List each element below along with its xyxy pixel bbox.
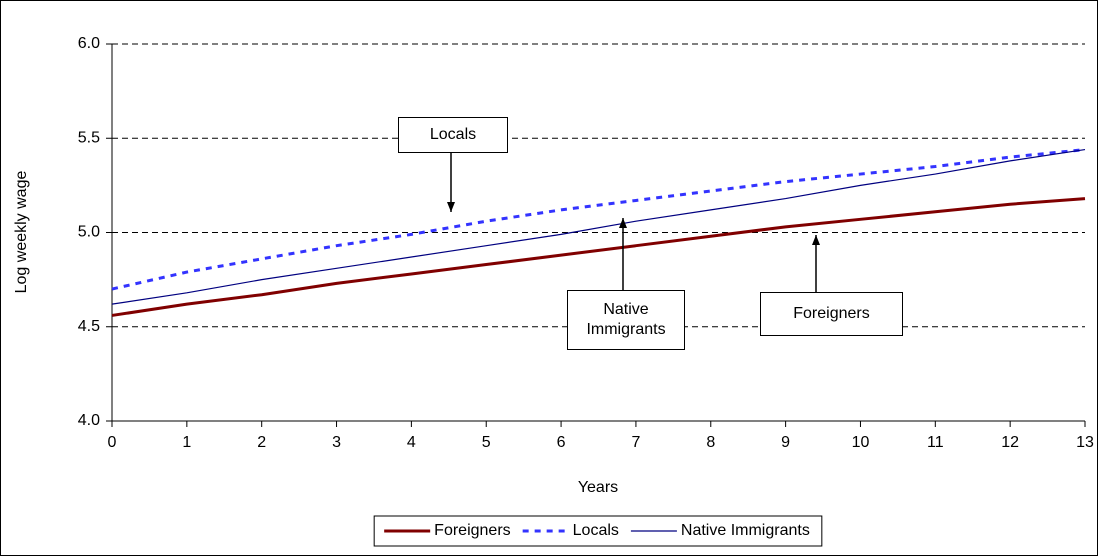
x-tick-label: 9	[781, 434, 790, 451]
x-tick-label: 3	[332, 434, 341, 451]
x-tick-label: 11	[927, 434, 944, 451]
annotation-arrowhead	[447, 202, 455, 212]
y-axis-label: Log weekly wage	[13, 171, 30, 294]
x-tick-label: 5	[482, 434, 491, 451]
y-tick-label: 6.0	[78, 35, 100, 52]
x-tick-label: 7	[631, 434, 640, 451]
x-tick-label: 2	[257, 434, 266, 451]
series-line	[111, 148, 1086, 305]
x-tick-label: 6	[557, 434, 566, 451]
annotation-arrowhead	[619, 218, 627, 228]
legend-label: Native Immigrants	[681, 522, 810, 539]
y-tick-label: 5.5	[78, 129, 100, 146]
y-tick-label: 4.5	[78, 318, 100, 335]
x-tick-label: 4	[407, 434, 416, 451]
x-tick-label: 10	[852, 434, 870, 451]
legend-label: Foreigners	[434, 522, 510, 539]
x-axis-label: Years	[578, 479, 618, 496]
annotation-arrowhead	[812, 235, 820, 245]
x-tick-label: 8	[706, 434, 715, 451]
x-tick-label: 1	[182, 434, 191, 451]
x-tick-label: 12	[1001, 434, 1019, 451]
annotation: Native Immigrants	[567, 290, 685, 350]
y-tick-label: 5.0	[78, 224, 100, 241]
x-tick-label: 13	[1076, 434, 1094, 451]
legend-label: Locals	[573, 522, 619, 539]
annotation: Foreigners	[760, 292, 903, 336]
legend-frame	[373, 515, 823, 547]
series-line	[111, 148, 1086, 291]
x-tick-label: 0	[108, 434, 117, 451]
y-tick-label: 4.0	[78, 412, 100, 429]
series-line	[111, 197, 1086, 317]
annotation: Locals	[398, 117, 508, 153]
